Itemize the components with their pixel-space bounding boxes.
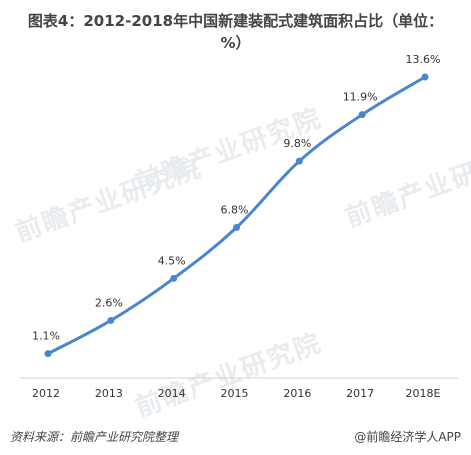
x-tick-label: 2018E	[406, 387, 441, 400]
data-label: 4.5%	[158, 254, 186, 267]
data-label: 9.8%	[283, 137, 311, 150]
data-label: 11.9%	[343, 91, 378, 104]
data-point	[421, 73, 429, 81]
series-layer	[44, 73, 429, 358]
data-label: 1.1%	[32, 330, 60, 343]
labels-layer: 1.1% 2.6% 4.5% 6.8% 9.8% 11.9% 13.6%	[32, 53, 440, 343]
x-tick-label: 2012	[32, 387, 60, 400]
data-point	[107, 316, 115, 324]
data-point	[358, 111, 366, 119]
x-tick-label: 2015	[221, 387, 249, 400]
source-note: 资料来源：前瞻产业研究院整理	[10, 430, 179, 444]
data-label: 13.6%	[406, 53, 441, 66]
x-tick-label: 2016	[283, 387, 311, 400]
x-tick-label: 2014	[158, 387, 186, 400]
x-tick-label: 2017	[346, 387, 374, 400]
x-tick-label: 2013	[95, 387, 123, 400]
data-label: 2.6%	[95, 296, 123, 309]
data-point	[170, 274, 178, 282]
line-chart: 1.1%2.6%4.5%6.8%9.8%11.9%13.6% 2012 2013 2…	[20, 53, 458, 400]
footer: 资料来源：前瞻产业研究院整理 @前瞻经济学人APP	[10, 428, 461, 446]
data-point	[233, 223, 240, 231]
data-label: 6.8%	[221, 203, 249, 216]
data-point	[295, 157, 303, 165]
chart-title: 图表4：2012-2018年中国新建装配式建筑面积占比（单位：%）	[27, 12, 444, 52]
brand-note: @前瞻经济学人APP	[354, 430, 461, 444]
ticks-layer: 2012 2013 2014 2015 2016 2017 2018E	[32, 387, 441, 400]
data-point	[44, 350, 52, 358]
